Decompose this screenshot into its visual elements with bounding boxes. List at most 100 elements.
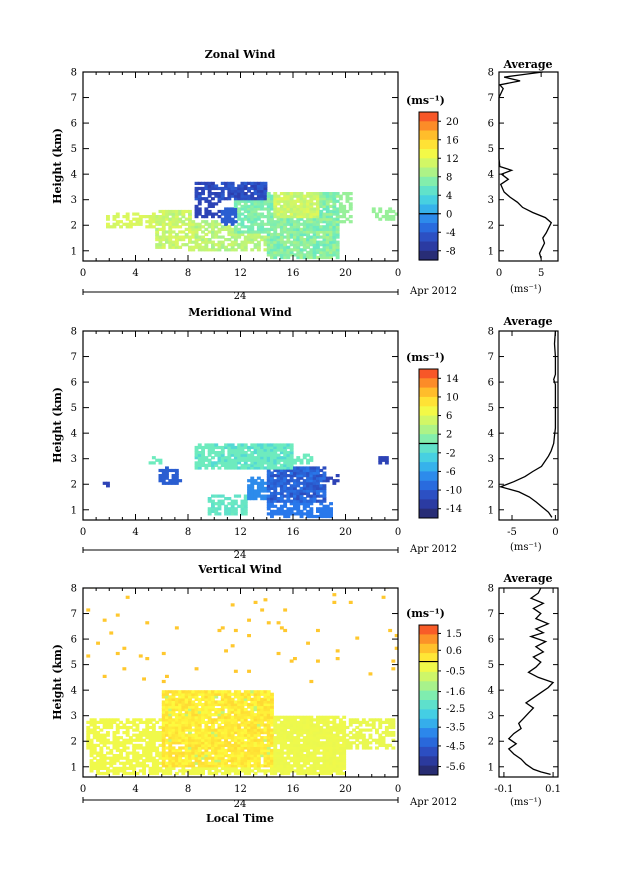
- heatmap-cell: [338, 220, 343, 224]
- heatmap-cell: [178, 713, 183, 717]
- heatmap-cell: [194, 466, 199, 470]
- heatmap-cell: [161, 705, 166, 709]
- heatmap-cell: [230, 702, 235, 707]
- average-x-tick-label: 0.1: [545, 784, 561, 795]
- heatmap-cell: [197, 209, 202, 214]
- heatmap-cell: [289, 217, 294, 221]
- heatmap-cell: [243, 502, 248, 506]
- heatmap-cell: [184, 725, 189, 730]
- heatmap-cell: [230, 220, 235, 224]
- heatmap-cell: [125, 756, 130, 760]
- heatmap-cell: [233, 754, 238, 758]
- heatmap-cell: [191, 733, 196, 737]
- heatmap-cell: [312, 476, 317, 480]
- heatmap-cell: [256, 695, 261, 699]
- heatmap-cell: [207, 756, 212, 760]
- heatmap-cell: [207, 718, 212, 722]
- colorbar-tick-label: 14: [446, 374, 459, 385]
- heatmap-cell: [201, 766, 205, 770]
- heatmap-cell: [214, 225, 219, 229]
- heatmap-cell: [256, 215, 261, 219]
- heatmap-cell: [276, 243, 281, 247]
- heatmap-cell: [161, 751, 166, 755]
- heatmap-cell: [168, 245, 173, 249]
- heatmap-cell: [188, 220, 192, 224]
- heatmap-cell: [266, 253, 271, 257]
- heatmap-cell: [194, 194, 199, 198]
- heatmap-cell: [99, 748, 104, 753]
- heatmap-cell: [335, 235, 340, 239]
- heatmap-cell: [96, 771, 100, 776]
- heatmap-cell: [276, 751, 281, 755]
- heatmap-cell: [289, 448, 294, 452]
- heatmap-cell: [240, 766, 245, 770]
- heatmap-cell: [201, 220, 205, 224]
- heatmap-cell: [279, 741, 284, 745]
- heatmap-cell: [256, 748, 261, 753]
- heatmap-cell: [227, 708, 232, 712]
- heatmap-cell: [293, 458, 297, 462]
- heatmap-cell: [204, 443, 209, 447]
- heatmap-cell: [260, 181, 265, 185]
- heatmap-cell: [332, 209, 337, 214]
- heatmap-cell: [286, 235, 291, 239]
- heatmap-cell: [197, 235, 202, 239]
- heatmap-cell: [171, 702, 176, 707]
- heatmap-cell: [194, 189, 199, 193]
- heatmap-cell: [243, 215, 248, 219]
- colorbar-frame: [418, 111, 439, 261]
- heatmap-cell: [306, 222, 310, 226]
- heatmap-cell: [99, 736, 104, 740]
- heatmap-cell: [296, 243, 301, 247]
- heatmap-cell: [273, 209, 278, 214]
- heatmap-cell: [184, 723, 189, 727]
- heatmap-cell: [148, 720, 153, 724]
- heatmap-cell: [161, 209, 166, 214]
- heatmap-cell: [168, 209, 173, 214]
- heatmap-cell: [260, 723, 265, 727]
- heatmap-cell: [306, 733, 310, 737]
- heatmap-cell: [214, 235, 219, 239]
- heatmap-cell: [289, 659, 294, 663]
- heatmap-cell: [260, 710, 265, 714]
- heatmap-cell: [276, 217, 281, 221]
- heatmap-cell: [233, 715, 238, 719]
- heatmap-cell: [224, 445, 228, 450]
- heatmap-cell: [230, 222, 235, 226]
- heatmap-cell: [247, 235, 251, 239]
- heatmap-cell: [316, 466, 320, 470]
- heatmap-cell: [358, 741, 363, 745]
- heatmap-cell: [296, 235, 301, 239]
- heatmap-cell: [270, 771, 274, 776]
- heatmap-cell: [283, 720, 288, 724]
- heatmap-cell: [316, 746, 320, 750]
- average-unit: (ms⁻¹): [510, 284, 542, 295]
- heatmap-cell: [342, 733, 347, 737]
- heatmap-cell: [286, 222, 291, 226]
- heatmap-cell: [276, 728, 281, 732]
- heatmap-cell: [319, 476, 324, 480]
- heatmap-cell: [230, 184, 235, 188]
- heatmap-cell: [335, 222, 340, 226]
- heatmap-cell: [289, 458, 294, 462]
- heatmap-cell: [352, 736, 356, 740]
- heatmap-cell: [361, 720, 366, 724]
- heatmap-cell: [348, 746, 353, 750]
- heatmap-cell: [322, 731, 327, 735]
- heatmap-cell: [224, 463, 228, 467]
- heatmap-cell: [174, 209, 179, 214]
- heatmap-cell: [260, 189, 265, 193]
- heatmap-cell: [253, 700, 258, 704]
- heatmap-cell: [289, 751, 294, 755]
- heatmap-cell: [283, 499, 288, 503]
- heatmap-cell: [263, 705, 268, 709]
- heatmap-cell: [125, 771, 130, 776]
- heatmap-cell: [306, 725, 310, 730]
- colorbar: 1.50.6-0.5-1.6-2.5-3.5-4.5-5.6: [418, 624, 465, 776]
- heatmap-cell: [312, 491, 317, 496]
- heatmap-cell: [132, 718, 137, 722]
- heatmap-cell: [240, 741, 245, 745]
- average-y-tick-label: 8: [488, 68, 494, 79]
- heatmap-cell: [319, 509, 324, 513]
- heatmap-cell: [243, 766, 248, 770]
